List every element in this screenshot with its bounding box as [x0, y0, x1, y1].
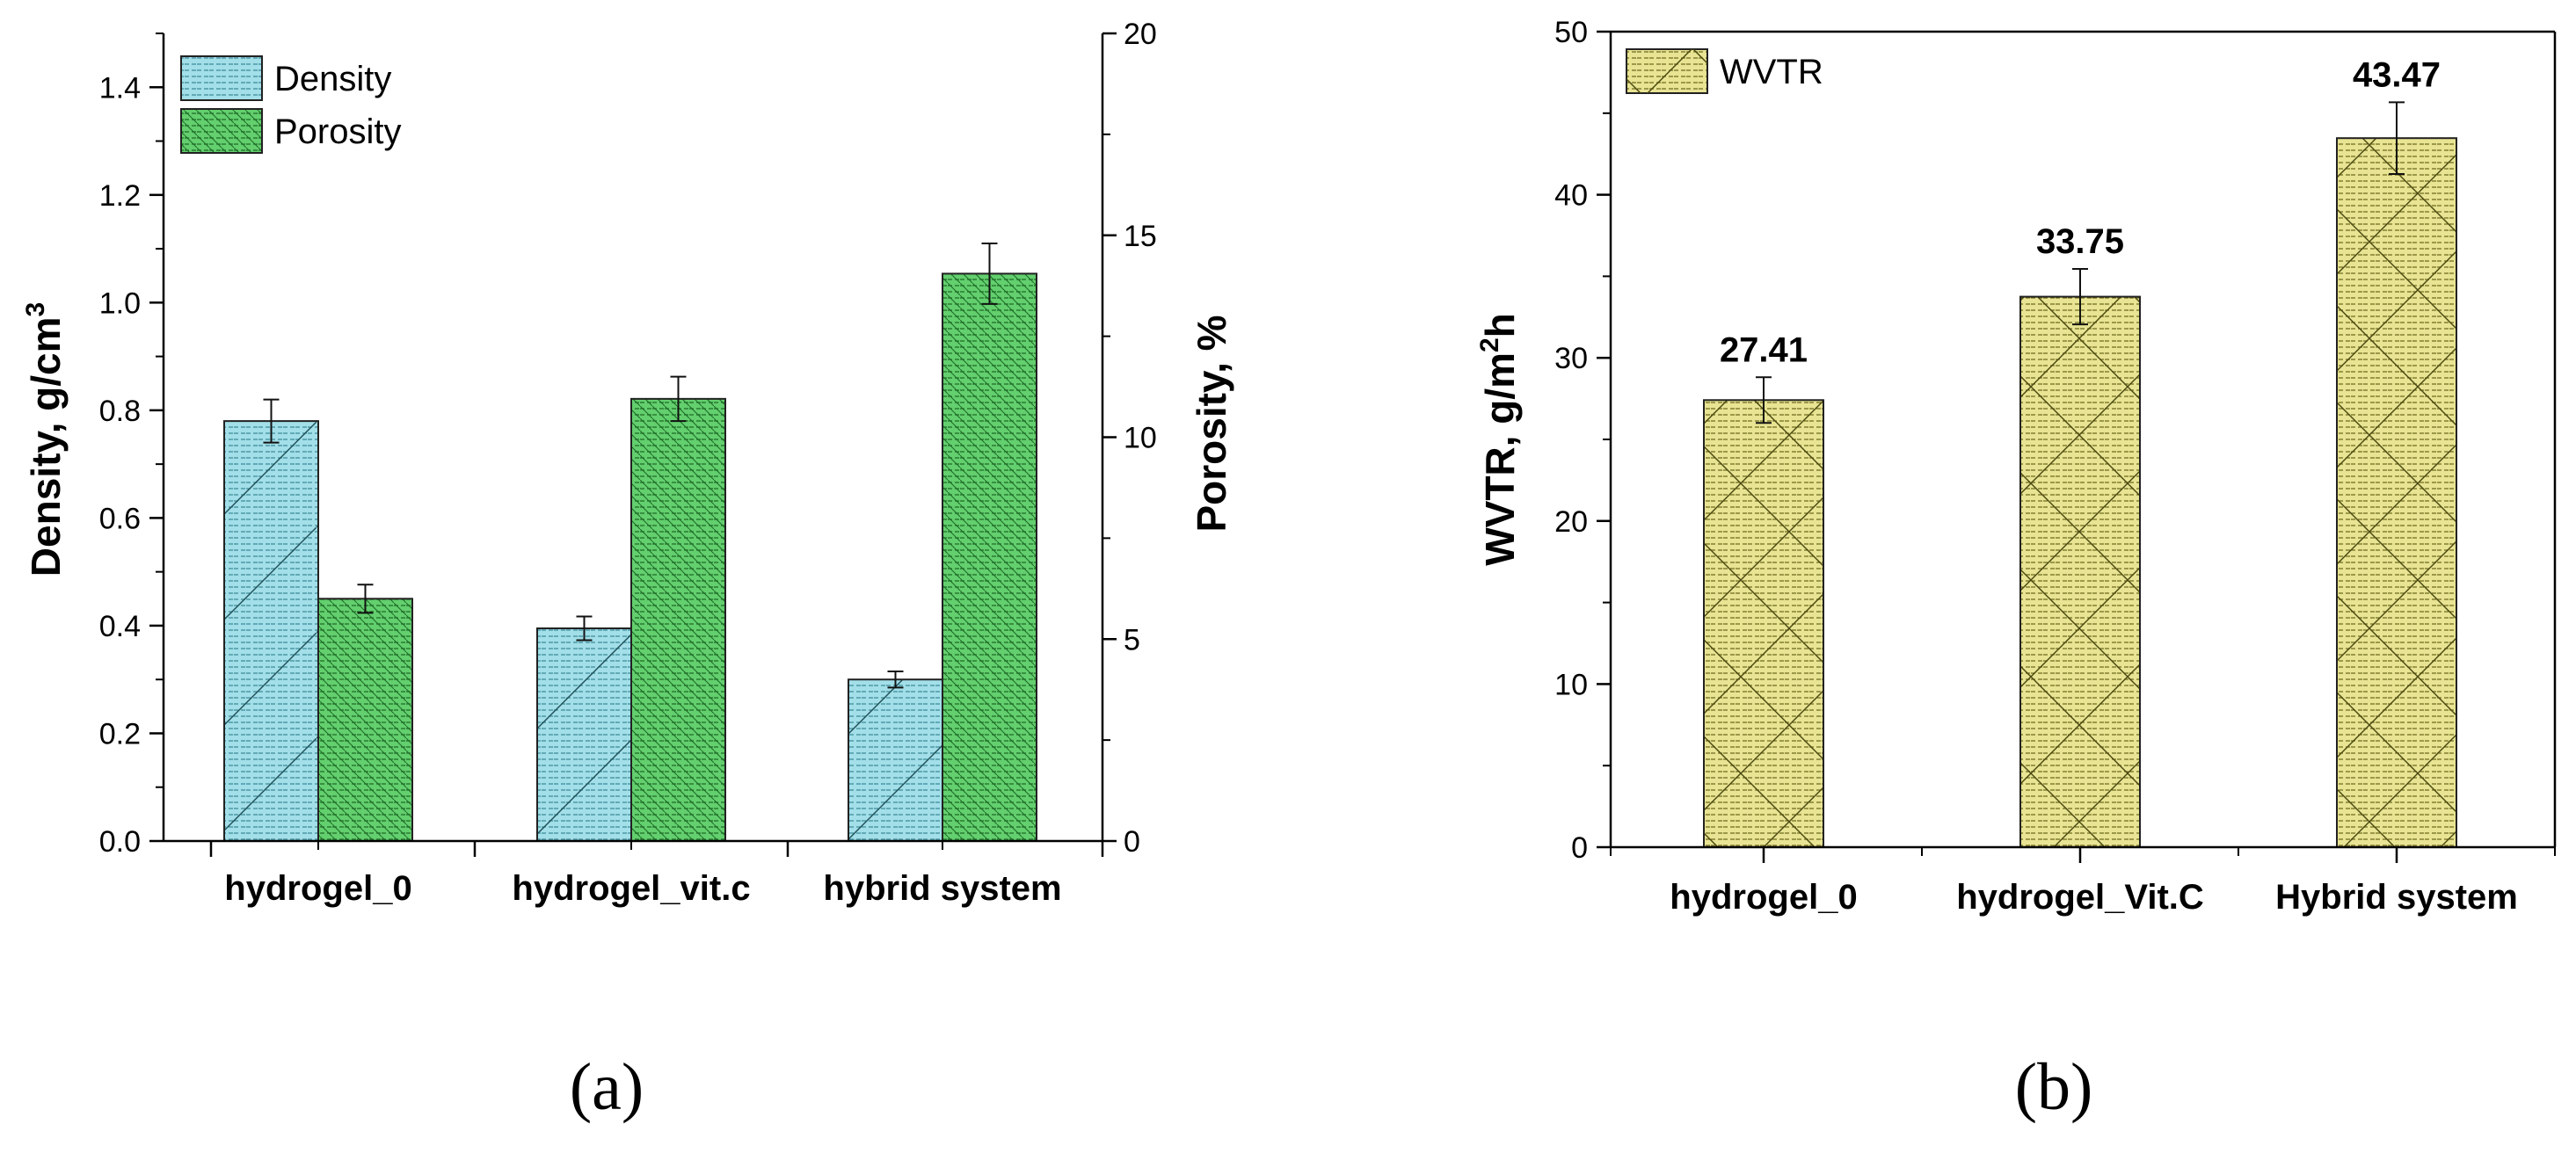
x-tick-label: hybrid system — [823, 869, 1061, 908]
data-label: 33.75 — [2036, 222, 2124, 261]
x-tick-label: Hybrid system — [2275, 878, 2518, 917]
y2-axis-label: Porosity, % — [1189, 315, 1234, 532]
x-tick-label: hydrogel_vit.c — [512, 869, 750, 908]
density-bar — [223, 420, 319, 842]
y-tick-label: 0 — [1571, 831, 1588, 865]
x-tick-label: hydrogel_Vit.C — [1956, 878, 2204, 917]
porosity-bar-fill — [631, 398, 725, 841]
legend-swatch-wvtr-hatch — [1626, 49, 1707, 93]
y-tick-label: 0.2 — [99, 717, 141, 751]
legend-label-porosity: Porosity — [274, 112, 402, 151]
porosity-error-bar — [670, 375, 687, 423]
legend-label-wvtr: WVTR — [1720, 53, 1823, 91]
y2-tick-label: 20 — [1124, 18, 1157, 51]
wvtr-error-bar — [2072, 268, 2088, 326]
data-label: 27.41 — [1720, 330, 1808, 369]
density-bar-hatch — [224, 421, 318, 841]
density-bar-hatch — [537, 627, 631, 841]
legend-swatch-porosity — [180, 108, 263, 154]
y-tick-label: 0.4 — [99, 610, 141, 643]
wvtr-bar-hatch — [2337, 138, 2456, 848]
wvtr-error-bar — [1756, 376, 1772, 424]
y-axis-label: WVTR, g/m2h — [1475, 313, 1523, 566]
panel-label-a: (a) — [570, 1050, 644, 1124]
y-tick-label: 30 — [1554, 342, 1588, 375]
y-tick-label: 0.6 — [99, 502, 141, 535]
porosity-bar-fill — [318, 598, 412, 841]
y-tick-label: 10 — [1554, 668, 1588, 701]
y-tick-label: 0.0 — [99, 825, 141, 859]
porosity-bar — [942, 272, 1037, 842]
panel-label-b: (b) — [2015, 1050, 2093, 1124]
density-error-bar — [887, 671, 904, 689]
porosity-error-bar — [357, 584, 374, 614]
y-axis-label: Density, g/cm3 — [21, 302, 69, 576]
wvtr-bar — [2336, 137, 2457, 849]
y2-tick-label: 5 — [1124, 623, 1140, 656]
y-tick-label: 50 — [1554, 16, 1588, 49]
porosity-bar — [317, 598, 413, 842]
density-bar — [848, 678, 943, 843]
y-tick-label: 40 — [1554, 179, 1588, 213]
wvtr-bar-hatch — [2020, 296, 2140, 848]
wvtr-bar-hatch — [1704, 400, 1823, 847]
porosity-error-bar — [981, 242, 998, 305]
x-tick-label: hydrogel_0 — [1670, 878, 1857, 917]
density-bar — [536, 627, 632, 842]
y2-tick-label: 0 — [1124, 825, 1140, 859]
y-tick-label: 1.4 — [99, 71, 141, 105]
y-tick-label: 0.8 — [99, 395, 141, 428]
density-error-bar — [263, 398, 280, 444]
wvtr-bar — [1703, 399, 1824, 848]
data-label: 43.47 — [2353, 55, 2441, 94]
y-tick-label: 1.0 — [99, 286, 141, 320]
porosity-bar — [630, 397, 726, 842]
y2-tick-label: 15 — [1124, 220, 1157, 253]
wvtr-bar — [2019, 295, 2141, 849]
chart-b: 27.41 hydrogel_0 33.75 hydrogel_Vit.C 43.47 H… — [1475, 16, 2557, 1124]
legend-label-density: Density — [274, 60, 391, 98]
y2-tick-label: 10 — [1124, 422, 1157, 455]
density-error-bar — [576, 615, 593, 642]
legend-swatch-density — [180, 55, 263, 101]
wvtr-error-bar — [2389, 101, 2405, 176]
density-bar-hatch — [848, 679, 942, 841]
y-tick-label: 20 — [1554, 505, 1588, 539]
chart-a: hydrogel_0 hydrogel_vit.c hybrid system 0.0… — [21, 18, 1234, 1124]
y-tick-label: 1.2 — [99, 179, 141, 213]
x-tick-label: hydrogel_0 — [224, 869, 411, 908]
porosity-bar-fill — [942, 273, 1037, 842]
